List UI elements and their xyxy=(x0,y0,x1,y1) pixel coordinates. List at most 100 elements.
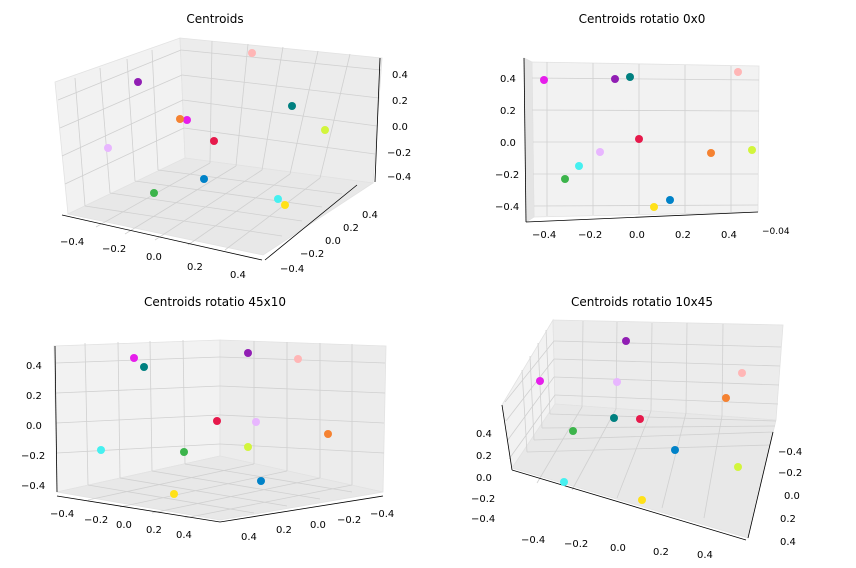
data-point xyxy=(324,430,332,438)
x-tick-label: 0.0 xyxy=(116,520,132,531)
data-point xyxy=(575,162,583,170)
z-tick-label: −0.4 xyxy=(21,481,45,492)
data-point xyxy=(666,196,674,204)
x-tick-label: −0.2 xyxy=(564,539,588,550)
z-tick-label: 0.2 xyxy=(26,391,42,402)
data-point xyxy=(176,115,184,123)
data-point xyxy=(294,355,302,363)
y-tick-label: 0.2 xyxy=(276,525,292,536)
z-tick-label: 0.4 xyxy=(500,74,516,85)
z-tick-label: −0.2 xyxy=(387,148,411,159)
x-tick-label: 0.2 xyxy=(187,262,203,273)
floor-pane xyxy=(511,403,777,539)
panel-rotatio-10x45: Centroids rotatio 10x45 −0.4 −0.2 0.0 xyxy=(471,295,802,561)
y-tick-label: 0.0 xyxy=(310,520,326,531)
x-tick-label: 0.4 xyxy=(230,270,246,281)
y-tick-label: 0.4 xyxy=(780,537,796,548)
data-point xyxy=(213,417,221,425)
z-tick-label: 0.2 xyxy=(392,96,408,107)
data-point xyxy=(288,102,296,110)
data-point xyxy=(97,446,105,454)
y-tick-label: 0.4 xyxy=(362,210,378,221)
data-point xyxy=(540,76,548,84)
data-point xyxy=(183,116,191,124)
x-ticks: −0.4 −0.2 0.0 0.2 0.4 xyxy=(521,535,713,561)
z-tick-label: 0.0 xyxy=(26,421,42,432)
data-point xyxy=(244,443,252,451)
back-pane-right xyxy=(552,319,784,421)
data-point xyxy=(638,496,646,504)
data-point xyxy=(140,363,148,371)
z-tick-label: 0.0 xyxy=(476,473,492,484)
data-point xyxy=(560,478,568,486)
data-points xyxy=(536,337,746,504)
y-tick-label: 0.2 xyxy=(780,514,796,525)
data-point xyxy=(170,490,178,498)
panel-title: Centroids xyxy=(186,12,243,26)
panel-rotatio-0x0: Centroids rotatio 0x0 −0.4 −0.2 0.0 0.2 … xyxy=(495,12,790,241)
z-tick-label: −0.2 xyxy=(21,451,45,462)
data-point xyxy=(134,78,142,86)
data-point xyxy=(180,448,188,456)
z-tick-label: 0.0 xyxy=(500,138,516,149)
y-ticks: 0.4 0.2 0.0 −0.2 −0.4 xyxy=(778,447,802,548)
x-tick-label: −0.4 xyxy=(60,237,84,248)
x-tick-label: 0.2 xyxy=(653,547,669,558)
data-point xyxy=(536,377,544,385)
y-tick-label: 0.4 xyxy=(241,532,257,543)
y-tick-label: −0.04 xyxy=(762,227,790,237)
data-point xyxy=(321,126,329,134)
data-point xyxy=(635,135,643,143)
data-point xyxy=(150,189,158,197)
z-tick-label: −0.2 xyxy=(495,170,519,181)
y-ticks: −0.4 −0.2 0.0 0.2 0.4 xyxy=(280,210,378,275)
z-tick-label: 0.0 xyxy=(392,122,408,133)
x-tick-label: −0.2 xyxy=(84,515,108,526)
data-points xyxy=(540,68,756,211)
y-tick-label: 0.0 xyxy=(784,491,800,502)
data-point xyxy=(611,75,619,83)
z-ticks: 0.4 0.2 0.0 −0.2 −0.4 xyxy=(471,429,495,525)
data-point xyxy=(561,175,569,183)
data-points xyxy=(97,349,332,498)
x-tick-label: 0.0 xyxy=(610,543,626,554)
grid-lines xyxy=(55,339,386,519)
x-tick-label: −0.4 xyxy=(521,535,545,546)
z-tick-label: −0.4 xyxy=(387,172,411,183)
data-point xyxy=(622,337,630,345)
data-points xyxy=(104,49,329,209)
x-ticks: −0.4 −0.2 0.0 0.2 0.4 xyxy=(50,509,192,541)
data-point xyxy=(613,378,621,386)
z-tick-label: −0.4 xyxy=(495,202,519,213)
x-tick-label: −0.4 xyxy=(532,230,556,241)
z-ticks: 0.4 0.2 0.0 −0.2 −0.4 xyxy=(495,74,519,213)
y-tick-label: 0.2 xyxy=(343,223,359,234)
y-tick-label: −0.2 xyxy=(778,468,802,479)
x-ticks: −0.4 −0.2 0.0 0.2 0.4 xyxy=(532,230,737,241)
x-ticks: −0.4 −0.2 0.0 0.2 0.4 xyxy=(60,237,246,281)
data-point xyxy=(610,414,618,422)
y-tick-label: −0.2 xyxy=(300,249,324,260)
x-tick-label: 0.4 xyxy=(697,550,713,561)
data-point xyxy=(707,149,715,157)
x-tick-label: 0.0 xyxy=(629,230,645,241)
data-point xyxy=(596,148,604,156)
z-tick-label: −0.2 xyxy=(471,494,495,505)
panel-title: Centroids rotatio 10x45 xyxy=(571,295,713,309)
panel-rotatio-45x10: Centroids rotatio 45x10 −0.4 −0.2 0.0 0.… xyxy=(21,295,394,543)
back-pane xyxy=(531,61,760,218)
y-tick-label: −0.4 xyxy=(778,447,802,458)
data-point xyxy=(636,415,644,423)
x-tick-label: 0.2 xyxy=(675,230,691,241)
panel-title: Centroids rotatio 45x10 xyxy=(144,295,286,309)
z-tick-label: 0.4 xyxy=(476,429,492,440)
z-tick-label: 0.4 xyxy=(26,361,42,372)
data-point xyxy=(748,146,756,154)
data-point xyxy=(210,137,218,145)
x-tick-label: 0.4 xyxy=(176,530,192,541)
x-tick-label: 0.4 xyxy=(721,230,737,241)
data-point xyxy=(257,477,265,485)
z-tick-label: 0.2 xyxy=(476,451,492,462)
data-point xyxy=(734,463,742,471)
